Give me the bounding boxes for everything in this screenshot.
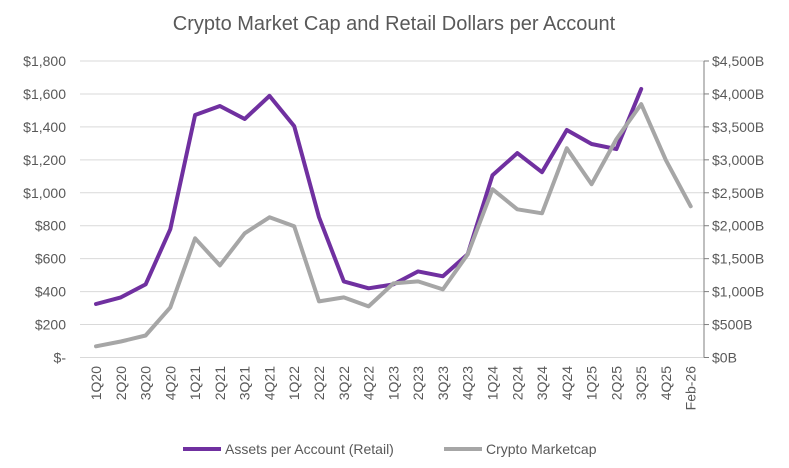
x-tick-label: 4Q21 [261, 366, 277, 400]
x-tick-label: 4Q24 [559, 366, 575, 400]
legend-label: Assets per Account (Retail) [225, 441, 394, 457]
x-tick-label: 1Q23 [385, 366, 401, 400]
x-tick-label: 2Q23 [410, 366, 426, 400]
x-tick-label: 3Q21 [237, 366, 253, 400]
right-tick-label: $500B [712, 317, 752, 333]
legend-label: Crypto Marketcap [486, 441, 597, 457]
right-tick-label: $2,500B [712, 185, 764, 201]
x-tick-label: 4Q25 [658, 366, 674, 400]
x-tick-label: 1Q21 [187, 366, 203, 400]
x-tick-label: 1Q20 [88, 366, 104, 400]
left-tick-label: $1,000 [23, 185, 66, 201]
x-tick-label: 1Q25 [584, 366, 600, 400]
right-tick-label: $2,000B [712, 218, 764, 234]
chart-title: Crypto Market Cap and Retail Dollars per… [173, 13, 616, 35]
x-tick-label: 4Q22 [361, 366, 377, 400]
left-tick-label: $1,400 [23, 119, 66, 135]
x-tick-label: Feb-26 [683, 366, 699, 411]
left-tick-label: $400 [35, 284, 66, 300]
x-tick-label: 2Q25 [608, 366, 624, 400]
right-tick-label: $3,500B [712, 119, 764, 135]
series-lines [94, 87, 693, 349]
left-tick-label: $1,800 [23, 53, 66, 69]
right-tick-label: $4,000B [712, 86, 764, 102]
axes: $- $200 $400 $600 $800 $1,000 $1,200 $1,400 $1,6… [23, 53, 764, 410]
x-tick-label: 3Q20 [138, 366, 154, 400]
x-tick-label: 3Q22 [336, 366, 352, 400]
left-tick-label: $1,600 [23, 86, 66, 102]
x-tick-label: 2Q20 [113, 366, 129, 400]
left-tick-label: $- [54, 350, 67, 366]
x-tick-label: 1Q22 [286, 366, 302, 400]
x-tick-label: 4Q20 [162, 366, 178, 400]
right-tick-label: $0B [712, 350, 737, 366]
x-tick-label: 3Q23 [435, 366, 451, 400]
left-tick-label: $800 [35, 218, 66, 234]
x-tick-label: 4Q23 [460, 366, 476, 400]
left-tick-label: $600 [35, 251, 66, 267]
x-tick-label: 3Q25 [633, 366, 649, 400]
x-tick-label: 1Q24 [484, 366, 500, 400]
right-tick-label: $1,000B [712, 284, 764, 300]
series-line-assets-per-account [94, 87, 644, 306]
left-tick-label: $200 [35, 317, 66, 333]
series-line-crypto-marketcap [94, 102, 693, 349]
legend: Assets per Account (Retail) Crypto Market… [183, 441, 597, 457]
right-tick-label: $3,000B [712, 152, 764, 168]
x-tick-label: 2Q24 [509, 366, 525, 400]
x-tick-label: 2Q22 [311, 366, 327, 400]
x-tick-label: 3Q24 [534, 366, 550, 400]
right-tick-label: $4,500B [712, 53, 764, 69]
left-tick-label: $1,200 [23, 152, 66, 168]
right-tick-label: $1,500B [712, 251, 764, 267]
x-tick-label: 2Q21 [212, 366, 228, 400]
